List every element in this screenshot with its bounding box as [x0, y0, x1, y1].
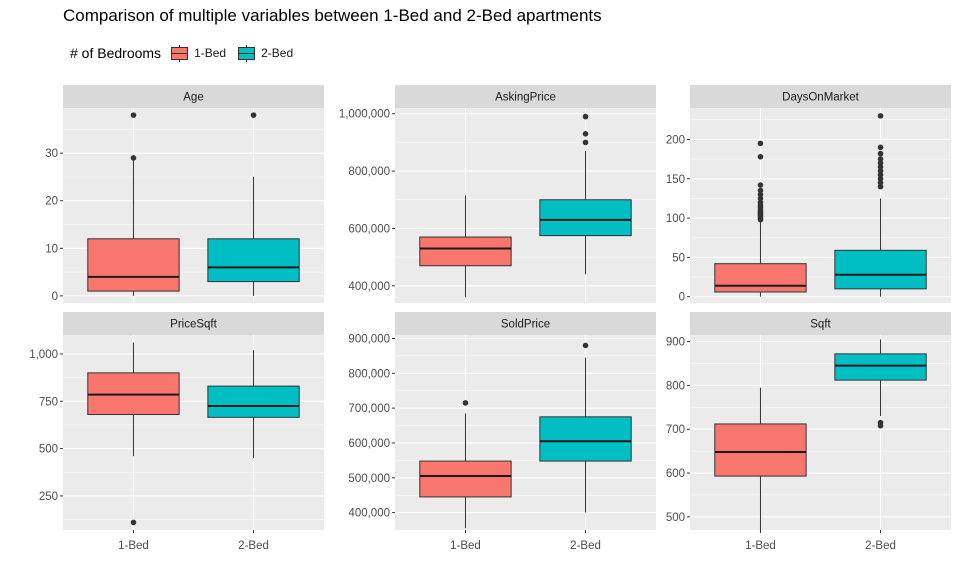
legend-title: # of Bedrooms [70, 45, 162, 61]
x-tick-label-1-bed: 1-Bed [118, 540, 149, 552]
outlier-askingprice-2-bed [582, 131, 589, 137]
outlier-daysonmarket-2-bed [877, 175, 884, 182]
outlier-askingprice-2-bed [582, 139, 589, 146]
legend-key-2-bed [238, 44, 256, 62]
box-age-1-bed [87, 238, 180, 292]
x-tick-label-1-bed: 1-Bed [450, 540, 481, 552]
panel-title-askingprice: AskingPrice [495, 92, 556, 104]
y-tick-label: 20 [45, 196, 58, 208]
box-daysonmarket-1-bed [714, 263, 807, 293]
outlier-askingprice-2-bed [582, 113, 589, 120]
x-tick-label-1-bed: 1-Bed [745, 540, 776, 552]
box-sqft-2-bed [834, 353, 927, 381]
outlier-daysonmarket-1-bed [757, 195, 764, 202]
y-tick-label: 750 [39, 396, 58, 408]
y-tick-label: 800,000 [348, 368, 390, 380]
outlier-daysonmarket-2-bed [877, 172, 884, 178]
panel-title-age: Age [183, 92, 203, 104]
y-tick-label: 200 [666, 134, 685, 146]
legend-key-1-bed [171, 44, 189, 62]
outlier-daysonmarket-1-bed [757, 187, 764, 194]
y-tick-label: 50 [672, 252, 685, 264]
y-tick-label: 600 [666, 468, 685, 480]
legend: # of Bedrooms 1-Bed 2-Bed [70, 42, 305, 64]
y-tick-label: 10 [45, 243, 58, 255]
panel-strip-pricesqft [63, 312, 324, 335]
outlier-age-2-bed [250, 112, 257, 118]
box-sqft-1-bed [714, 423, 807, 477]
y-tick-label: 500 [666, 512, 685, 524]
y-tick-label: 700,000 [348, 403, 390, 415]
panel-title-daysonmarket: DaysOnMarket [782, 92, 859, 104]
x-tick-label-2-bed: 2-Bed [238, 540, 269, 552]
panel-title-sqft: Sqft [810, 319, 831, 331]
x-tick-label-2-bed: 2-Bed [865, 540, 896, 552]
outlier-daysonmarket-2-bed [877, 160, 884, 166]
outlier-daysonmarket-1-bed [757, 191, 764, 198]
y-tick-label: 1,000,000 [339, 109, 390, 121]
panel-strip-sqft [690, 312, 951, 335]
outlier-age-1-bed [130, 112, 137, 118]
y-tick-label: 1,000 [29, 349, 58, 361]
outlier-daysonmarket-2-bed [877, 179, 884, 186]
y-tick-label: 800,000 [348, 166, 390, 178]
y-tick-label: 900 [666, 337, 685, 349]
outlier-pricesqft-1-bed [130, 519, 137, 526]
y-tick-label: 800 [666, 380, 685, 392]
y-tick-label: 400,000 [348, 508, 390, 520]
panel-strip-age [63, 85, 324, 108]
panel-strip-askingprice [395, 85, 656, 108]
outlier-daysonmarket-1-bed [757, 140, 764, 147]
outlier-daysonmarket-2-bed [877, 113, 884, 119]
legend-label-2-bed: 2-Bed [261, 46, 294, 60]
y-tick-label: 30 [45, 148, 58, 160]
box-askingprice-2-bed [539, 199, 632, 237]
box-soldprice-2-bed [539, 416, 632, 462]
chart-title: Comparison of multiple variables between… [63, 6, 602, 25]
panel-title-pricesqft: PriceSqft [170, 319, 217, 331]
y-tick-label: 600,000 [348, 438, 390, 450]
y-tick-label: 900,000 [348, 333, 390, 345]
outlier-age-1-bed [130, 155, 137, 161]
panel-background-pricesqft [63, 335, 324, 530]
box-age-2-bed [207, 238, 300, 283]
y-tick-label: 500,000 [348, 473, 390, 485]
y-tick-label: 250 [39, 491, 58, 503]
y-tick-label: 500 [39, 444, 58, 456]
box-daysonmarket-2-bed [834, 249, 927, 290]
box-pricesqft-2-bed [207, 385, 300, 418]
y-tick-label: 400,000 [348, 281, 390, 293]
outlier-soldprice-2-bed [582, 342, 589, 349]
panel-title-soldprice: SoldPrice [501, 319, 550, 331]
legend-label-1-bed: 1-Bed [194, 46, 227, 60]
y-tick-label: 600,000 [348, 223, 390, 235]
y-tick-label: 700 [666, 424, 685, 436]
x-tick-label-2-bed: 2-Bed [570, 540, 601, 552]
panel-strip-soldprice [395, 312, 656, 335]
y-tick-label: 0 [52, 291, 58, 303]
outlier-daysonmarket-2-bed [877, 156, 884, 162]
outlier-daysonmarket-1-bed [757, 153, 764, 160]
outlier-sqft-2-bed [877, 419, 884, 426]
outlier-daysonmarket-2-bed [877, 168, 884, 174]
outlier-daysonmarket-1-bed [757, 182, 764, 188]
outlier-daysonmarket-1-bed [757, 199, 764, 206]
y-tick-label: 150 [666, 174, 685, 186]
panel-strip-daysonmarket [690, 85, 951, 108]
y-tick-label: 100 [666, 213, 685, 225]
outlier-daysonmarket-2-bed [877, 150, 884, 157]
outlier-daysonmarket-2-bed [877, 144, 884, 151]
outlier-daysonmarket-2-bed [877, 164, 884, 170]
y-tick-label: 0 [679, 292, 685, 304]
outlier-soldprice-1-bed [462, 400, 469, 406]
box-askingprice-1-bed [419, 236, 512, 267]
box-soldprice-1-bed [419, 460, 512, 498]
outlier-daysonmarket-2-bed [877, 183, 884, 190]
